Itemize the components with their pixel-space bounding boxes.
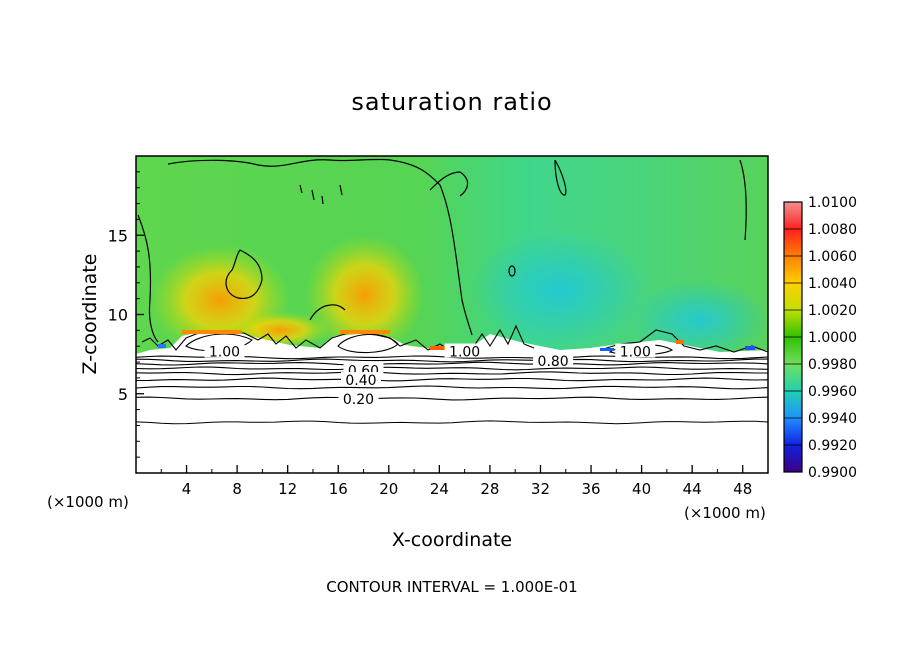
contour-label: 1.00 [620, 345, 651, 361]
contour-label: 1.00 [209, 345, 240, 361]
y-tick-label: 15 [108, 226, 128, 245]
y-axis: 5 10 15 [108, 171, 144, 458]
x-tick-label: 32 [531, 480, 550, 498]
colorbar-segment [784, 364, 802, 392]
x-tick-label: 48 [733, 480, 752, 498]
contour-label-bg [615, 343, 656, 358]
contour-label: 0.80 [538, 354, 569, 370]
contour-label-bg [338, 391, 379, 406]
subsaturated-region [136, 332, 768, 473]
contour-interval-note: CONTOUR INTERVAL = 1.000E-01 [326, 578, 578, 596]
x-tick-label: 8 [232, 480, 242, 498]
contour-line [136, 396, 768, 401]
x-tick-label: 24 [430, 480, 449, 498]
colorbar-label: 0.9920 [808, 438, 857, 454]
x-unit-right: (×1000 m) [684, 504, 766, 522]
contour-label: 0.20 [343, 392, 374, 408]
contour-line [136, 371, 768, 376]
colorbar-segment [784, 310, 802, 338]
colorbar-segment [784, 445, 802, 473]
contour-label: 1.00 [449, 345, 480, 361]
contour-line [136, 361, 768, 366]
x-tick-label: 16 [329, 480, 348, 498]
x-axis: 4 8 12 16 20 24 28 32 36 40 44 48 [160, 465, 752, 498]
x-tick-label: 36 [581, 480, 600, 498]
contour-label-bg [204, 343, 245, 358]
x-tick-label: 40 [632, 480, 651, 498]
warm-region [305, 235, 425, 355]
contour-label-bg [533, 353, 574, 368]
contour-label: 0.40 [345, 373, 376, 389]
x-axis-label: X-coordinate [392, 529, 512, 551]
contour-line [136, 377, 768, 382]
upper-contours [137, 158, 747, 343]
contour-label-bg [444, 343, 485, 358]
contour-line [136, 366, 768, 371]
contour-line [136, 358, 768, 363]
colorbar-label: 0.9900 [808, 465, 857, 481]
contour-line [136, 420, 768, 425]
lower-contour-lines [136, 355, 768, 425]
colorbar-label: 1.0040 [808, 276, 857, 292]
chart-title: saturation ratio [351, 88, 553, 116]
colorbar-segment [784, 391, 802, 419]
colorbar-label: 0.9960 [808, 384, 857, 400]
contour-labels: 1.00 1.00 1.000.800.600.400.20 [204, 343, 656, 408]
colorbar-segment [784, 202, 802, 230]
cool-region [470, 230, 650, 350]
colorbar-segment [784, 256, 802, 284]
colorbar-segment [784, 337, 802, 365]
x-tick-label: 20 [379, 480, 398, 498]
x-tick-label: 44 [683, 480, 702, 498]
x-tick-label: 28 [480, 480, 499, 498]
contour-label-bg [340, 372, 381, 387]
y-tick-label: 5 [118, 385, 128, 404]
colorbar-label: 1.0100 [808, 195, 857, 211]
colorbar-label: 1.0000 [808, 330, 857, 346]
y-axis-label: Z-coordinate [79, 254, 101, 375]
x-tick-label: 4 [182, 480, 192, 498]
boundary-contours [141, 324, 768, 356]
colorbar-label: 0.9980 [808, 357, 857, 373]
colorbar: 1.0100 1.0080 1.0060 1.0040 1.0020 1.0000 0.99… [783, 195, 857, 481]
colorbar-segment [784, 418, 802, 446]
contour-line [136, 385, 768, 390]
cool-region [630, 280, 768, 360]
colorbar-label: 0.9940 [808, 411, 857, 427]
x-tick-label: 12 [278, 480, 297, 498]
colorbar-segment [784, 229, 802, 257]
colorbar-label: 1.0080 [808, 222, 857, 238]
y-tick-label: 10 [108, 306, 128, 325]
colorbar-label: 1.0020 [808, 303, 857, 319]
plot-area [136, 156, 768, 473]
x-unit-left: (×1000 m) [47, 493, 129, 511]
colorbar-segment [784, 283, 802, 311]
colorbar-label: 1.0060 [808, 249, 857, 265]
